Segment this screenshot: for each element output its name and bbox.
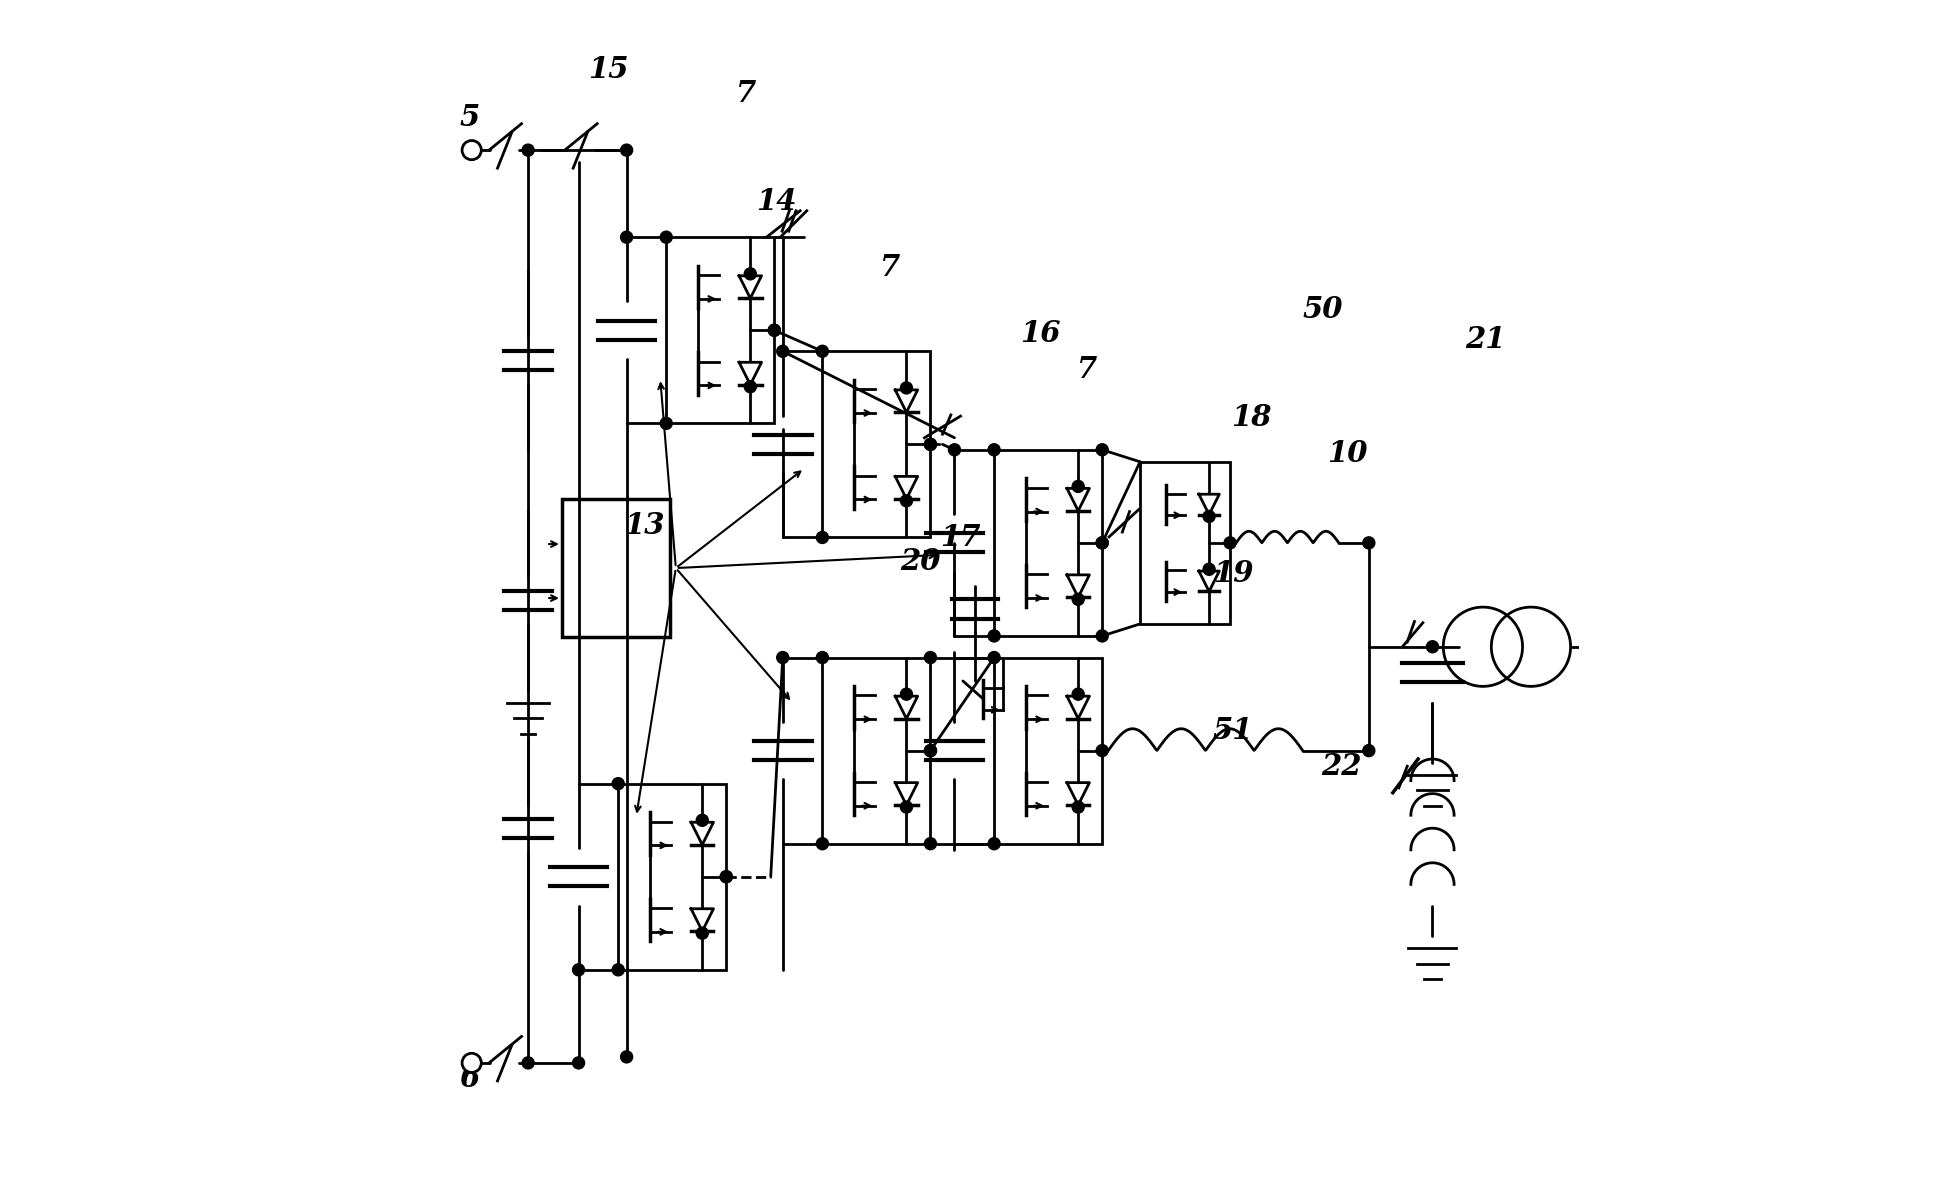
Circle shape: [988, 444, 1000, 456]
Circle shape: [1362, 745, 1376, 757]
Circle shape: [816, 346, 828, 358]
Circle shape: [1096, 537, 1108, 549]
Circle shape: [523, 144, 534, 156]
Text: 10: 10: [1327, 440, 1368, 468]
Circle shape: [744, 268, 755, 280]
Circle shape: [523, 1057, 534, 1069]
Circle shape: [1096, 745, 1108, 757]
Text: 22: 22: [1321, 752, 1362, 781]
Circle shape: [777, 346, 789, 358]
Circle shape: [1072, 480, 1084, 492]
Circle shape: [900, 688, 912, 700]
Circle shape: [1204, 510, 1215, 522]
Text: 7: 7: [736, 79, 755, 108]
Text: 6: 6: [460, 1064, 479, 1093]
Text: 15: 15: [589, 55, 628, 84]
Circle shape: [620, 232, 632, 244]
Text: 7: 7: [881, 253, 900, 282]
Circle shape: [1096, 537, 1108, 549]
Text: 7: 7: [1076, 355, 1098, 384]
Circle shape: [816, 838, 828, 850]
Bar: [994, 450, 1102, 637]
Bar: [822, 352, 930, 538]
Circle shape: [660, 232, 673, 244]
Circle shape: [988, 652, 1000, 664]
Text: 17: 17: [939, 524, 980, 552]
Circle shape: [949, 444, 961, 456]
Circle shape: [697, 814, 708, 826]
Circle shape: [924, 438, 937, 450]
Circle shape: [744, 381, 755, 393]
Circle shape: [720, 871, 732, 883]
Circle shape: [1072, 801, 1084, 813]
Circle shape: [1096, 444, 1108, 456]
Circle shape: [720, 871, 732, 883]
Circle shape: [924, 652, 937, 664]
Text: 50: 50: [1303, 295, 1343, 324]
Circle shape: [988, 631, 1000, 641]
Circle shape: [620, 1051, 632, 1063]
Circle shape: [900, 801, 912, 813]
Circle shape: [613, 778, 624, 790]
Circle shape: [924, 438, 937, 450]
Circle shape: [1204, 563, 1215, 575]
Bar: [994, 658, 1102, 844]
Circle shape: [1362, 537, 1376, 549]
Circle shape: [769, 324, 781, 336]
Circle shape: [1072, 688, 1084, 700]
Circle shape: [900, 495, 912, 507]
Text: 13: 13: [624, 512, 665, 540]
Circle shape: [816, 532, 828, 543]
Circle shape: [777, 652, 789, 664]
Bar: [618, 784, 726, 970]
Text: 16: 16: [1020, 319, 1061, 348]
Circle shape: [613, 963, 624, 975]
Circle shape: [462, 141, 481, 160]
Circle shape: [1427, 641, 1438, 653]
Text: 20: 20: [900, 548, 941, 576]
Text: 18: 18: [1231, 404, 1272, 432]
Circle shape: [660, 418, 673, 430]
Circle shape: [462, 1053, 481, 1072]
Circle shape: [697, 927, 708, 939]
Circle shape: [900, 382, 912, 394]
Circle shape: [573, 963, 585, 975]
Text: 21: 21: [1466, 325, 1505, 354]
Circle shape: [769, 324, 781, 336]
Bar: [1141, 462, 1231, 625]
Circle shape: [924, 745, 937, 757]
Text: 19: 19: [1213, 560, 1252, 588]
Circle shape: [988, 838, 1000, 850]
Circle shape: [620, 144, 632, 156]
Text: 5: 5: [460, 103, 479, 132]
Bar: [562, 500, 669, 638]
Circle shape: [1225, 537, 1237, 549]
Circle shape: [1072, 593, 1084, 605]
Bar: [665, 238, 775, 424]
Text: 51: 51: [1213, 716, 1252, 745]
Circle shape: [924, 745, 937, 757]
Circle shape: [816, 652, 828, 664]
Circle shape: [924, 838, 937, 850]
Text: 14: 14: [755, 187, 796, 216]
Circle shape: [1096, 631, 1108, 641]
Circle shape: [573, 1057, 585, 1069]
Bar: [822, 658, 930, 844]
